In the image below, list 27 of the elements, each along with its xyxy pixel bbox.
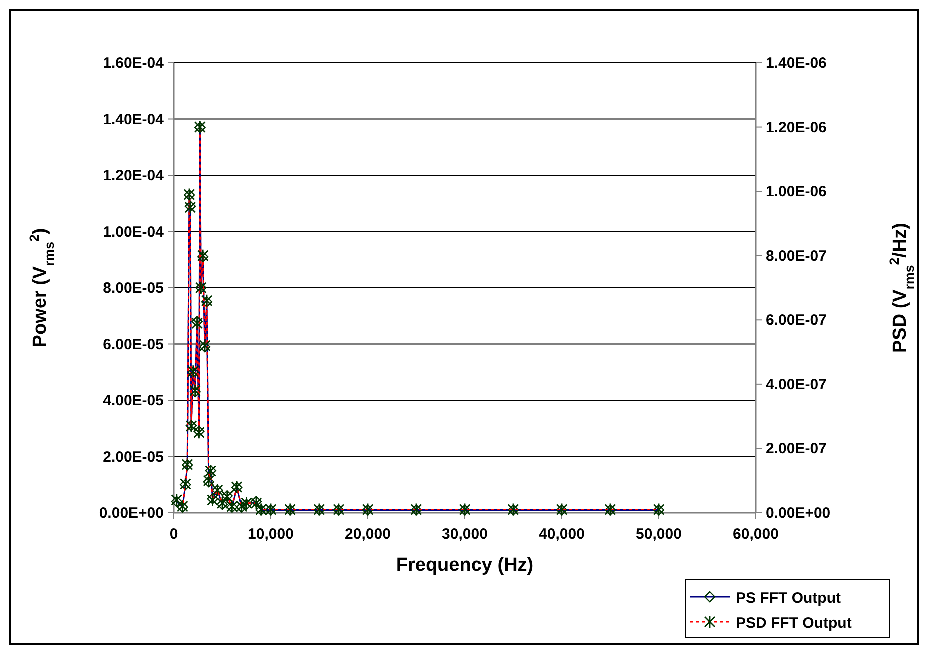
y-tick-label: 1.60E-04 — [103, 55, 165, 72]
y-tick-label: 8.00E-05 — [103, 280, 164, 297]
y2-tick-label: 0.00E+00 — [766, 505, 831, 522]
y-tick-label: 6.00E-05 — [103, 336, 164, 354]
y-tick-label: 1.20E-04 — [103, 168, 165, 184]
y-tick-label: 0.00E+00 — [99, 505, 164, 522]
x-tick-label: 20,000 — [345, 526, 391, 543]
y-tick-label: 4.00E-05 — [103, 392, 164, 410]
y2-tick-label: 1.20E-06 — [766, 119, 827, 136]
y2-tick-label: 6.00E-07 — [766, 312, 827, 330]
x-tick-label: 30,000 — [442, 526, 488, 543]
y-tick-label: 2.00E-05 — [103, 448, 164, 466]
y2-tick-label: 1.00E-06 — [766, 184, 827, 201]
x-tick-label: 50,000 — [636, 526, 682, 543]
y2-tick-label: 4.00E-07 — [766, 376, 827, 394]
y2-tick-label: 2.00E-07 — [766, 440, 827, 458]
y-tick-label: 1.00E-04 — [103, 224, 165, 241]
y2-tick-label: 8.00E-07 — [766, 248, 827, 265]
x-tick-label: 0 — [170, 526, 178, 543]
x-tick-label: 60,000 — [733, 526, 779, 543]
x-tick-label: 10,000 — [248, 526, 294, 543]
y2-tick-label: 1.40E-06 — [766, 55, 827, 72]
legend-label: PSD FFT Output — [736, 615, 852, 632]
legend-label: PS FFT Output — [736, 590, 841, 607]
x-tick-label: 40,000 — [539, 526, 585, 543]
x-axis-title: Frequency (Hz) — [396, 555, 534, 576]
y-tick-label: 1.40E-04 — [103, 111, 165, 128]
